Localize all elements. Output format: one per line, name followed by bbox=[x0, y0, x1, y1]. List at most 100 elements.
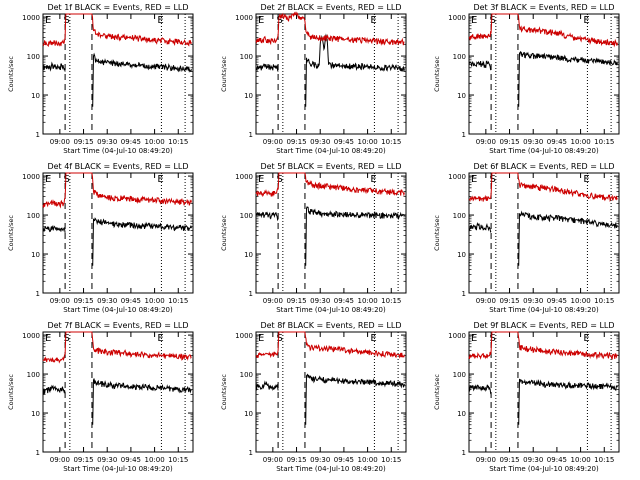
y-tick-label: 1 bbox=[462, 131, 466, 139]
y-tick-label: 1 bbox=[249, 449, 253, 457]
y-tick-label: 10 bbox=[457, 410, 466, 418]
x-tick-label: 09:15 bbox=[499, 138, 519, 146]
y-axis-label: Counts/sec bbox=[433, 215, 441, 251]
panel-title: Det 1f BLACK = Events, RED = LLD bbox=[47, 3, 188, 12]
y-tick-label: 1000 bbox=[235, 14, 253, 22]
y-tick-label: 100 bbox=[453, 371, 466, 379]
y-axis-label: Counts/sec bbox=[7, 374, 15, 410]
panel-title: Det 4f BLACK = Events, RED = LLD bbox=[47, 162, 188, 171]
marker-s: S bbox=[489, 333, 495, 344]
x-tick-label: 09:00 bbox=[263, 297, 283, 305]
x-tick-label: 09:30 bbox=[523, 456, 543, 464]
x-tick-label: 10:00 bbox=[357, 138, 377, 146]
x-tick-label: 09:00 bbox=[263, 138, 283, 146]
marker-e-left: E bbox=[258, 174, 264, 185]
x-tick-label: 09:45 bbox=[547, 297, 567, 305]
panel-det-2: Det 2f BLACK = Events, RED = LLD Counts/s… bbox=[220, 3, 407, 155]
marker-e-left: E bbox=[258, 333, 264, 344]
x-tick-label: 10:15 bbox=[168, 456, 188, 464]
marker-e-left: E bbox=[45, 333, 51, 344]
x-tick-label: 09:15 bbox=[286, 456, 306, 464]
series-events-line bbox=[468, 378, 618, 425]
y-tick-label: 1 bbox=[36, 290, 40, 298]
y-tick-label: 100 bbox=[27, 53, 40, 61]
x-tick-label: 09:45 bbox=[334, 138, 354, 146]
x-axis-label: Start Time (04-Jul-10 08:49:20) bbox=[63, 465, 173, 473]
plot-frame bbox=[468, 13, 620, 135]
x-tick-label: 09:45 bbox=[121, 297, 141, 305]
y-tick-label: 10 bbox=[457, 251, 466, 259]
x-tick-label: 10:15 bbox=[381, 138, 401, 146]
x-tick-label: 10:15 bbox=[594, 456, 614, 464]
x-axis-label: Start Time (04-Jul-10 08:49:20) bbox=[276, 465, 386, 473]
series-events-line bbox=[42, 52, 192, 107]
x-tick-label: 09:00 bbox=[50, 297, 70, 305]
series-lld-line bbox=[468, 13, 618, 48]
series-lld-line bbox=[42, 331, 192, 364]
x-tick-label: 10:00 bbox=[570, 138, 590, 146]
y-tick-label: 1000 bbox=[22, 332, 40, 340]
y-tick-label: 100 bbox=[453, 212, 466, 220]
x-tick-label: 09:30 bbox=[523, 297, 543, 305]
x-tick-label: 10:00 bbox=[570, 297, 590, 305]
x-tick-label: 09:00 bbox=[476, 456, 496, 464]
series-events-line bbox=[468, 51, 618, 107]
x-tick-label: 09:00 bbox=[476, 297, 496, 305]
x-tick-label: 10:15 bbox=[381, 297, 401, 305]
marker-e-right: E bbox=[583, 174, 589, 185]
marker-s: S bbox=[63, 333, 69, 344]
x-axis-label: Start Time (04-Jul-10 08:49:20) bbox=[489, 465, 599, 473]
y-tick-label: 10 bbox=[31, 410, 40, 418]
x-tick-label: 09:45 bbox=[334, 456, 354, 464]
x-tick-label: 10:00 bbox=[144, 297, 164, 305]
x-tick-label: 10:00 bbox=[357, 456, 377, 464]
panel-det-6: Det 6f BLACK = Events, RED = LLD Counts/s… bbox=[433, 162, 620, 314]
x-tick-label: 09:15 bbox=[73, 138, 93, 146]
x-tick-label: 09:15 bbox=[499, 456, 519, 464]
panel-title: Det 2f BLACK = Events, RED = LLD bbox=[260, 3, 401, 12]
y-tick-label: 1000 bbox=[448, 173, 466, 181]
series-lld-line bbox=[42, 172, 192, 209]
series-lld-line bbox=[256, 331, 405, 359]
x-tick-label: 10:00 bbox=[357, 297, 377, 305]
x-tick-label: 09:00 bbox=[263, 456, 283, 464]
x-tick-label: 09:45 bbox=[547, 456, 567, 464]
x-axis-label: Start Time (04-Jul-10 08:49:20) bbox=[489, 147, 599, 155]
x-tick-label: 09:15 bbox=[286, 297, 306, 305]
plot-frame bbox=[468, 172, 620, 294]
panel-title: Det 8f BLACK = Events, RED = LLD bbox=[260, 321, 401, 330]
x-tick-label: 10:15 bbox=[594, 138, 614, 146]
y-tick-label: 100 bbox=[240, 53, 253, 61]
x-axis-label: Start Time (04-Jul-10 08:49:20) bbox=[276, 306, 386, 314]
y-tick-label: 100 bbox=[240, 212, 253, 220]
x-tick-label: 09:30 bbox=[310, 297, 330, 305]
x-tick-label: 09:30 bbox=[310, 138, 330, 146]
marker-e-left: E bbox=[471, 333, 477, 344]
x-tick-label: 09:45 bbox=[121, 138, 141, 146]
series-events-line bbox=[42, 378, 192, 425]
panel-title: Det 3f BLACK = Events, RED = LLD bbox=[473, 3, 614, 12]
x-tick-label: 09:00 bbox=[50, 138, 70, 146]
x-axis-label: Start Time (04-Jul-10 08:49:20) bbox=[63, 147, 173, 155]
x-tick-label: 09:15 bbox=[499, 297, 519, 305]
marker-s: S bbox=[276, 333, 282, 344]
panel-det-1: Det 1f BLACK = Events, RED = LLD Counts/s… bbox=[7, 3, 194, 155]
y-tick-label: 10 bbox=[31, 92, 40, 100]
x-tick-label: 09:30 bbox=[97, 138, 117, 146]
y-tick-label: 1 bbox=[36, 449, 40, 457]
panel-title: Det 5f BLACK = Events, RED = LLD bbox=[260, 162, 401, 171]
y-axis-label: Counts/sec bbox=[7, 215, 15, 251]
y-tick-label: 1 bbox=[462, 449, 466, 457]
y-tick-label: 1000 bbox=[448, 14, 466, 22]
y-axis-label: Counts/sec bbox=[220, 215, 228, 251]
plot-frame bbox=[468, 331, 620, 453]
marker-e-right: E bbox=[157, 174, 163, 185]
x-tick-label: 10:15 bbox=[168, 138, 188, 146]
y-axis-label: Counts/sec bbox=[433, 374, 441, 410]
marker-s: S bbox=[63, 174, 69, 185]
marker-s: S bbox=[489, 174, 495, 185]
series-events-line bbox=[255, 373, 405, 425]
marker-s: S bbox=[276, 15, 282, 26]
y-tick-label: 1 bbox=[249, 290, 253, 298]
x-tick-label: 09:45 bbox=[547, 138, 567, 146]
